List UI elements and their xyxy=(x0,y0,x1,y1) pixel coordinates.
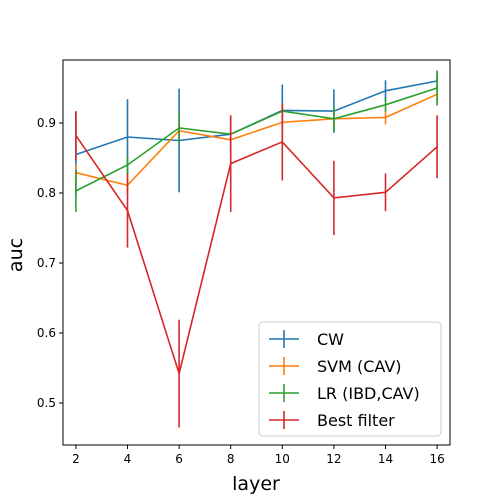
series-line xyxy=(75,87,438,192)
x-tick-label: 16 xyxy=(429,452,444,466)
legend-label: CW xyxy=(317,330,344,349)
legend-box xyxy=(258,321,442,437)
axes-frame xyxy=(62,59,451,446)
x-tick-label: 10 xyxy=(275,452,290,466)
x-tick-label: 14 xyxy=(378,452,393,466)
series-line xyxy=(75,93,438,187)
legend-label: Best filter xyxy=(317,411,395,430)
legend-item: CW xyxy=(269,330,344,349)
x-tick-label: 6 xyxy=(175,452,183,466)
x-tick-label: 4 xyxy=(124,452,132,466)
y-tick-label: 0.5 xyxy=(37,396,56,410)
legend-item: SVM (CAV) xyxy=(269,357,402,376)
legend-item: Best filter xyxy=(269,411,395,430)
y-tick-label: 0.6 xyxy=(37,326,56,340)
y-axis-ticks: 0.5 0.6 0.7 0.8 0.9 xyxy=(37,116,63,410)
y-axis-title: auc xyxy=(5,238,27,272)
series-line xyxy=(75,135,438,377)
y-tick-label: 0.8 xyxy=(37,186,56,200)
y-tick-label: 0.7 xyxy=(37,256,56,270)
plot-area xyxy=(62,59,451,446)
legend-label: SVM (CAV) xyxy=(317,357,402,376)
y-tick-label: 0.9 xyxy=(37,116,56,130)
x-axis-ticks: 2 4 6 8 10 12 14 16 xyxy=(72,445,445,466)
legend: CW SVM (CAV) LR (IBD,CAV) Best filter xyxy=(258,321,442,437)
legend-item: LR (IBD,CAV) xyxy=(269,384,420,403)
legend-label: LR (IBD,CAV) xyxy=(317,384,420,403)
x-tick-label: 12 xyxy=(326,452,341,466)
x-tick-label: 8 xyxy=(227,452,235,466)
x-tick-label: 2 xyxy=(72,452,80,466)
series-3 xyxy=(75,103,438,428)
x-axis-title: layer xyxy=(232,473,280,495)
